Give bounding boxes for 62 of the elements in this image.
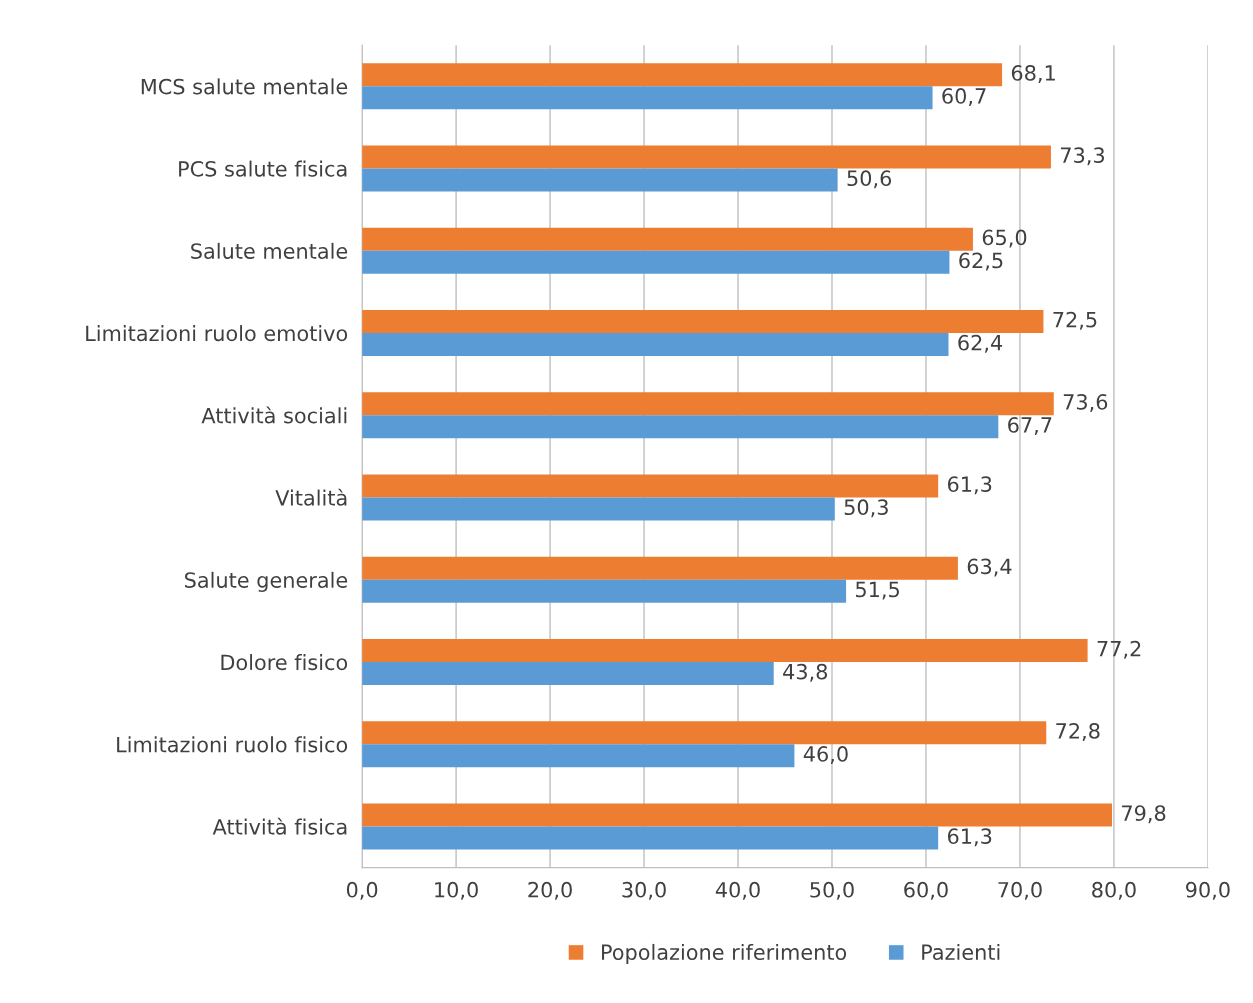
x-tick-label: 10,0 [435,881,478,900]
bar [362,145,1051,169]
data-label: 73,3 [1061,147,1104,166]
bar [362,333,949,357]
y-tick-label: Salute mentale [191,242,348,259]
data-label: 61,3 [947,828,992,847]
y-tick-label: Dolore fisico [221,654,348,671]
bar [362,227,973,251]
data-label: 46,0 [803,746,848,764]
x-tick-label: 80,0 [1092,881,1136,900]
bar [362,497,835,521]
bar [362,744,795,768]
data-label: 72,5 [1053,311,1097,330]
y-tick-label: Vitalità [275,488,347,506]
y-tick-label: MCS salute mentale [141,78,348,95]
x-tick-label: 70,0 [998,881,1042,900]
bar [362,638,1088,662]
bar [362,556,958,580]
bar [362,86,933,110]
y-tick-label: Limitazioni ruolo emotivo [86,325,348,342]
legend-label: Popolazione riferimento [602,943,847,965]
data-label: 62,5 [959,252,1003,271]
y-tick-label: Attività sociali [201,406,347,424]
bar [362,168,838,192]
data-label: 68,1 [1011,65,1055,83]
data-label: 51,5 [856,581,899,600]
y-tick-label: Attività fisica [212,817,347,835]
bar [362,63,1003,87]
data-label: 62,4 [958,334,1003,353]
x-tick-label: 90,0 [1186,881,1230,900]
bar [362,415,999,439]
data-label: 60,7 [942,88,986,106]
data-label: 79,8 [1122,805,1166,824]
bar [362,579,847,603]
data-label: 43,8 [783,663,828,682]
bar [362,661,774,686]
bar [362,250,950,274]
bar [362,721,1047,745]
bar [362,309,1044,333]
data-label: 73,6 [1063,394,1108,412]
x-tick-label: 20,0 [528,881,572,900]
data-label: 63,4 [967,558,1012,577]
x-tick-label: 0,0 [346,881,378,900]
data-label: 50,6 [847,170,892,189]
legend-label: Pazienti [922,943,1000,961]
bar [362,474,939,498]
bar [362,826,939,850]
y-tick-label: Salute generale [185,571,348,592]
data-label: 67,7 [1008,417,1052,435]
bar [362,803,1113,827]
data-label: 50,3 [844,499,888,518]
bar [362,392,1054,416]
x-tick-label: 30,0 [622,881,666,900]
x-tick-label: 50,0 [810,881,854,900]
data-label: 65,0 [982,229,1027,248]
data-label: 61,3 [947,476,992,495]
data-label: 77,2 [1097,640,1141,659]
data-label: 72,8 [1056,723,1100,741]
x-tick-label: 40,0 [715,881,760,900]
x-tick-label: 60,0 [904,881,948,900]
y-tick-label: Limitazioni ruolo fisico [117,736,348,753]
y-tick-label: PCS salute fisica [179,160,347,177]
